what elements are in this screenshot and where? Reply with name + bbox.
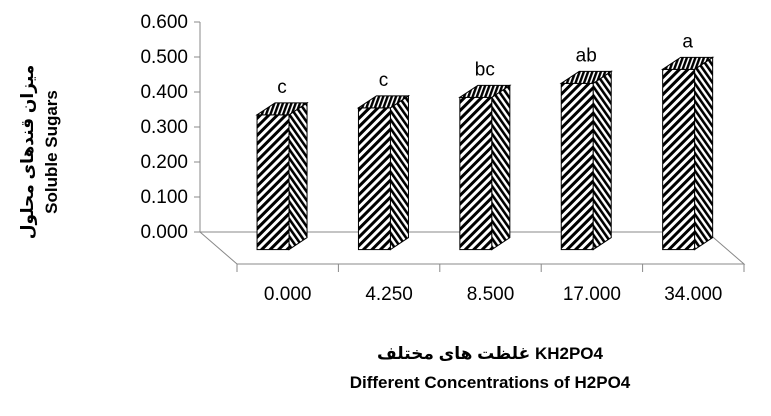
bar bbox=[356, 94, 411, 251]
y-tick-label: 0.200 bbox=[140, 152, 188, 173]
bar-side-face bbox=[389, 94, 409, 251]
bar bbox=[458, 84, 512, 251]
bar-top-face bbox=[356, 95, 411, 109]
bar-side-face bbox=[288, 101, 308, 251]
y-tick-label: 0.600 bbox=[140, 12, 188, 33]
bar-top-face bbox=[458, 84, 512, 98]
bar-front-face bbox=[560, 82, 594, 251]
y-tick-label: 0.500 bbox=[140, 47, 188, 68]
x-axis-title-en: Different Concentrations of H2PO4 bbox=[350, 373, 631, 392]
bar-side-face bbox=[592, 70, 612, 251]
y-tick-label: 0.300 bbox=[140, 117, 188, 138]
y-tick-label: 0.400 bbox=[140, 82, 188, 103]
y-tick-label: 0.000 bbox=[140, 222, 188, 243]
x-tick-label: 34.000 bbox=[664, 284, 722, 305]
bar-front-face bbox=[357, 107, 391, 251]
bar-front-face bbox=[662, 68, 696, 251]
y-axis-title-en: Soluble Sugars bbox=[42, 90, 61, 214]
bar-top-face bbox=[559, 70, 613, 84]
x-tick-label: 4.250 bbox=[365, 284, 413, 305]
x-tick-label: 8.500 bbox=[467, 284, 515, 305]
y-tick-label: 0.100 bbox=[140, 187, 188, 208]
x-tick-label: 0.000 bbox=[264, 284, 312, 305]
bar bbox=[660, 56, 715, 251]
bar-side-face bbox=[694, 56, 714, 251]
bar-top-face bbox=[660, 56, 715, 70]
bar-letter-label: ab bbox=[576, 45, 597, 66]
bar-letter-label: c bbox=[379, 70, 389, 91]
bar-front-face bbox=[459, 96, 493, 251]
x-tick-label: 17.000 bbox=[563, 284, 621, 305]
bar-top-face bbox=[255, 102, 309, 116]
bar-front-face bbox=[256, 114, 290, 251]
bar-letter-label: c bbox=[277, 77, 287, 98]
bar-letter-label: bc bbox=[475, 59, 495, 80]
y-axis-title-fa: میزان قندهای محلول bbox=[18, 65, 38, 240]
bar bbox=[559, 70, 613, 251]
y-axis-title: میزان قندهای محلول Soluble Sugars bbox=[18, 65, 61, 240]
bar-letter-label: a bbox=[682, 31, 693, 52]
bar bbox=[255, 101, 309, 251]
x-axis-title: غلظت های مختلف KH2PO4 Different Concentr… bbox=[350, 344, 631, 392]
bar-side-face bbox=[491, 84, 511, 251]
x-axis-title-fa: غلظت های مختلف KH2PO4 bbox=[377, 344, 604, 363]
